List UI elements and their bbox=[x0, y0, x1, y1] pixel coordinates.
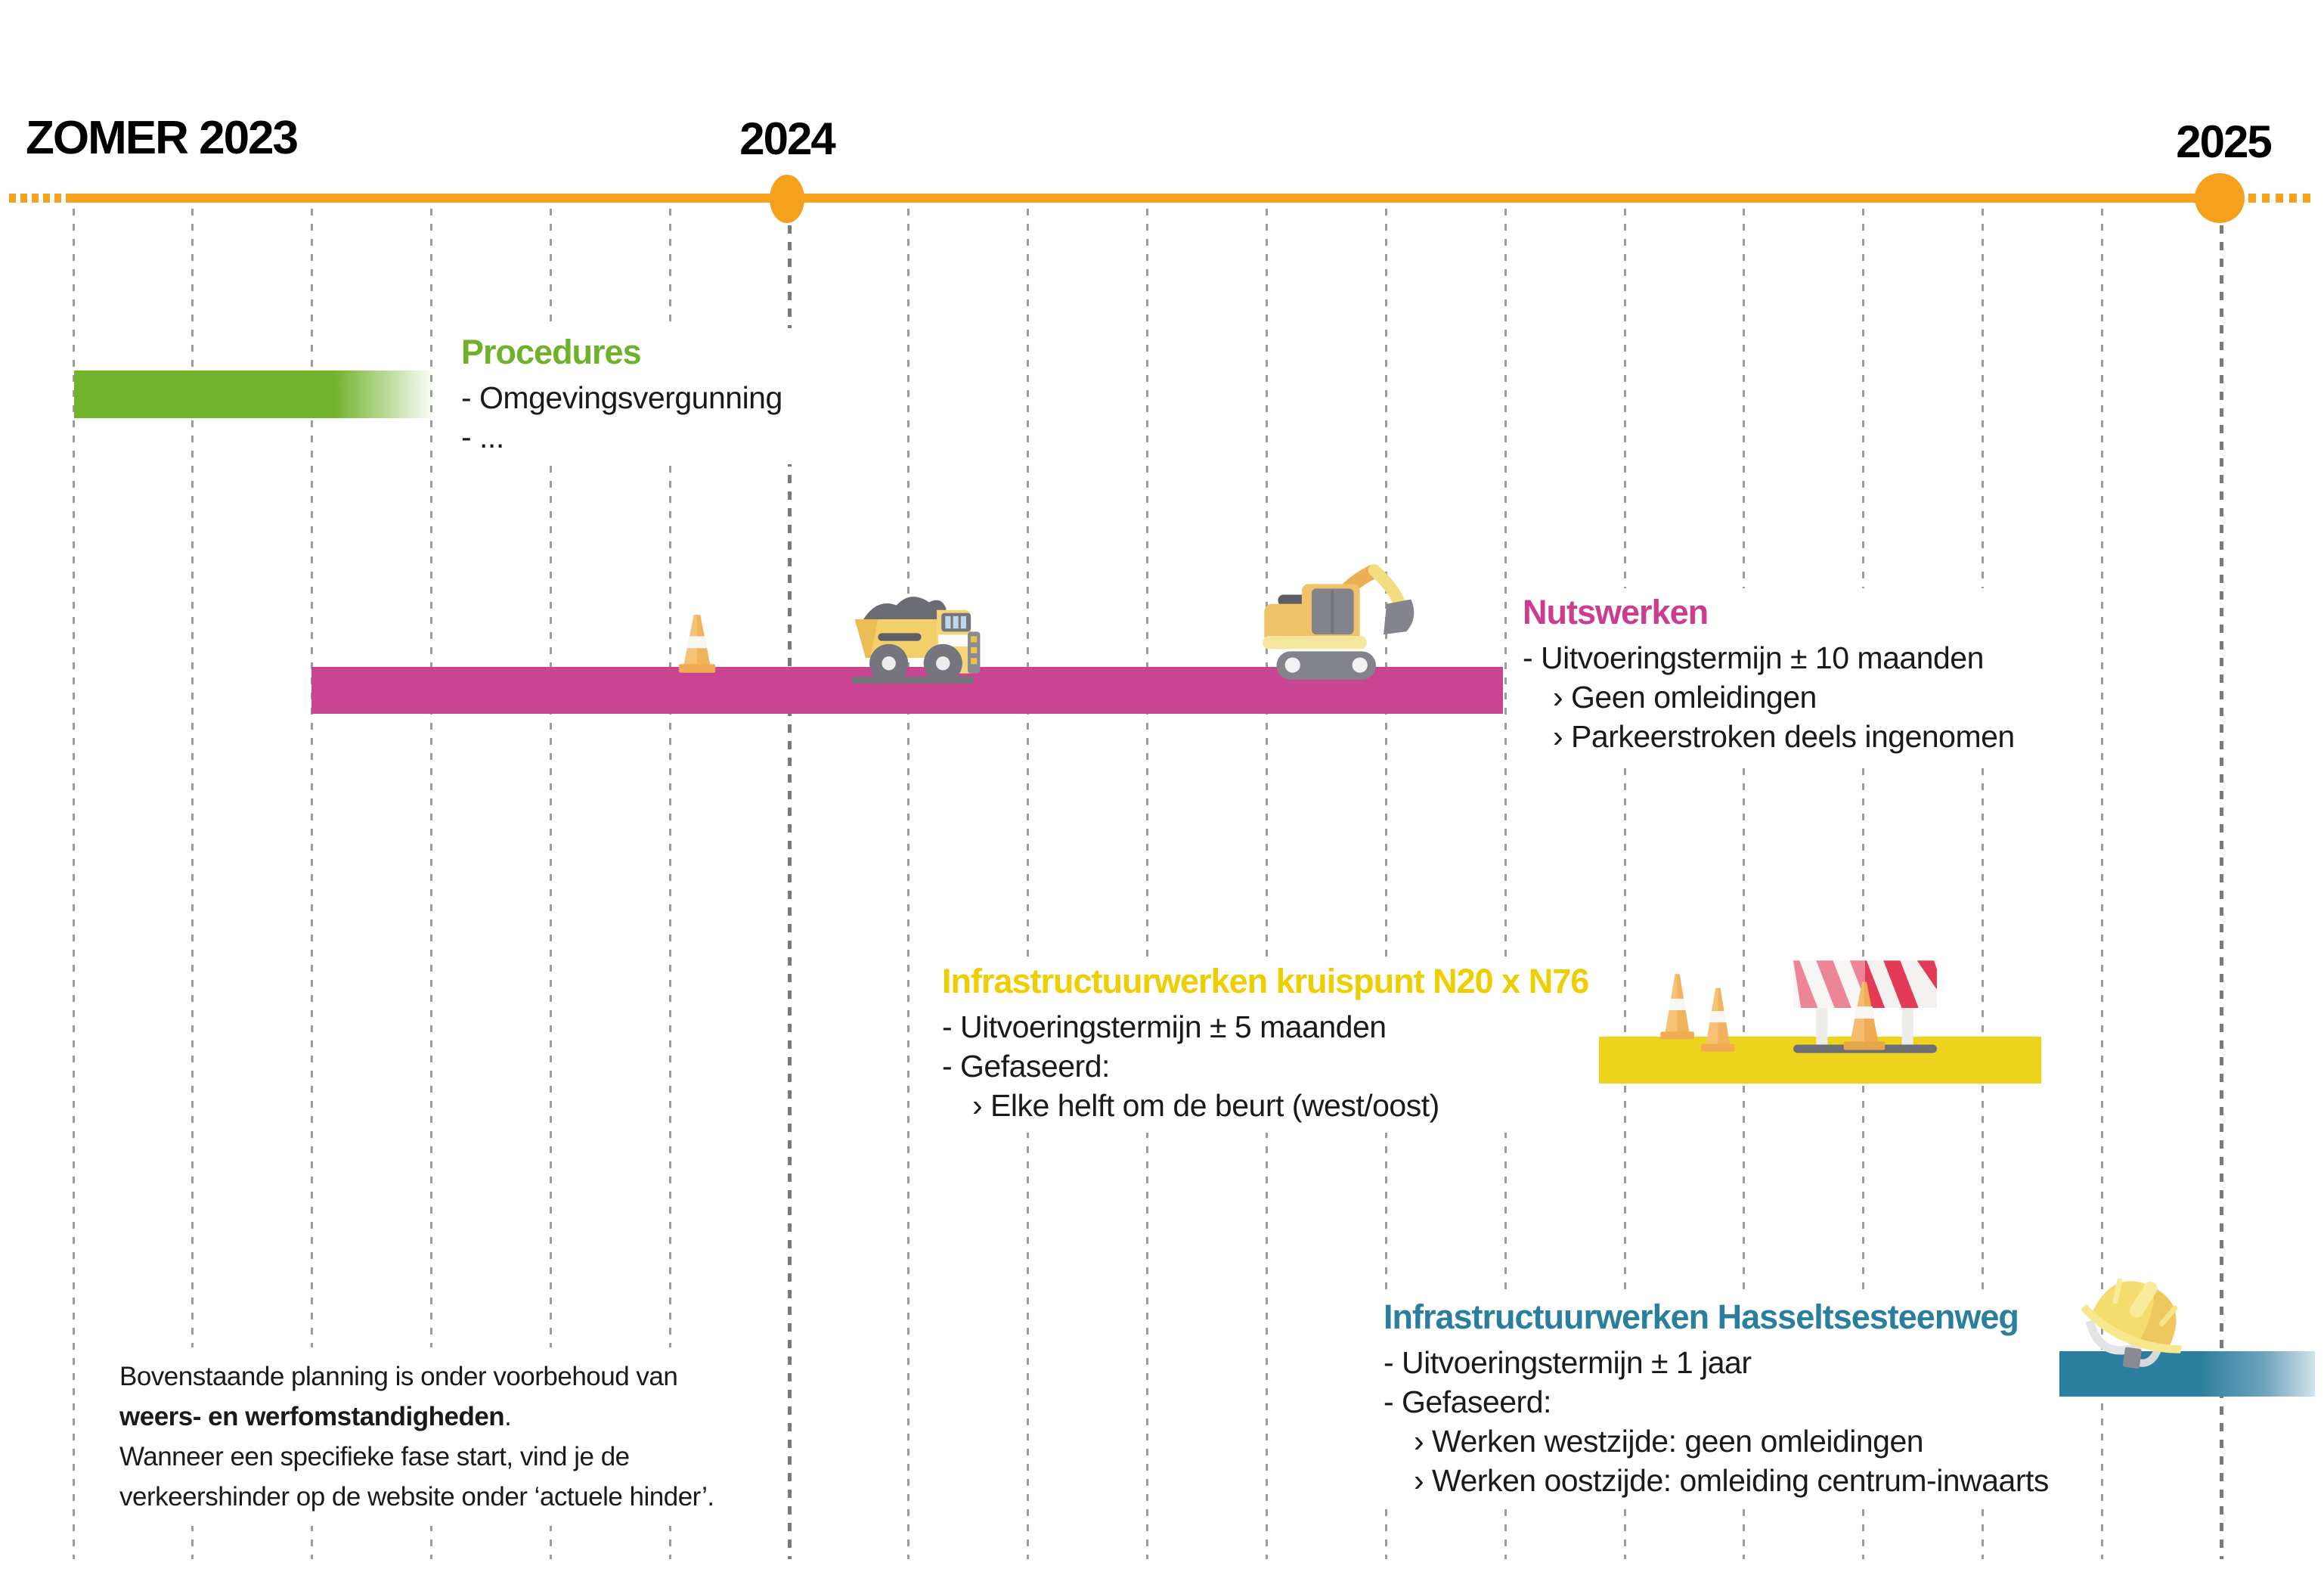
month-gridline bbox=[191, 209, 194, 1559]
footnote-text: . bbox=[504, 1402, 512, 1431]
phase-line: - Uitvoeringstermijn ± 1 jaar bbox=[1384, 1344, 1752, 1380]
month-gridline bbox=[668, 209, 671, 1559]
phase-line: › Werken oostzijde: omleiding centrum-in… bbox=[1414, 1462, 2049, 1498]
phase-line: - Uitvoeringstermijn ± 5 maanden bbox=[942, 1009, 1387, 1044]
footnote-line: weers- en werfomstandigheden. bbox=[119, 1397, 714, 1437]
month-gridline bbox=[1862, 209, 1865, 1559]
month-gridline bbox=[72, 209, 75, 1559]
phase-label-hasseltsesteenweg: Infrastructuurwerken Hasseltsesteenweg -… bbox=[1376, 1293, 2059, 1508]
year-label-2024: 2024 bbox=[739, 113, 835, 164]
bar-hasseltsesteenweg bbox=[2041, 1351, 2315, 1397]
disclaimer-footnote: Bovenstaande planning is onder voorbehou… bbox=[106, 1347, 728, 1526]
month-gridline bbox=[430, 209, 433, 1559]
traffic-cones-icon bbox=[1645, 972, 1752, 1053]
bar-procedures bbox=[74, 371, 435, 418]
axis-dashes-left bbox=[9, 194, 68, 203]
phase-line: - Gefaseerd: bbox=[942, 1048, 1110, 1084]
hard-hat-icon bbox=[2073, 1270, 2195, 1378]
dump-truck-icon bbox=[845, 587, 989, 687]
month-gridline bbox=[311, 209, 314, 1559]
month-gridline bbox=[1146, 209, 1149, 1559]
timeline-axis bbox=[67, 194, 2220, 203]
excavator-icon bbox=[1260, 560, 1432, 693]
phase-title: Infrastructuurwerken Hasseltsesteenweg bbox=[1384, 1298, 2019, 1336]
month-gridline bbox=[907, 209, 910, 1559]
month-gridline bbox=[1027, 209, 1030, 1559]
footnote-line: Bovenstaande planning is onder voorbehou… bbox=[119, 1362, 678, 1391]
month-gridline bbox=[1384, 209, 1387, 1559]
month-gridline bbox=[1743, 209, 1746, 1559]
phase-line: - Gefaseerd: bbox=[1384, 1384, 1551, 1419]
phase-label-kruispunt-n20-n76: Infrastructuurwerken kruispunt N20 x N76… bbox=[934, 957, 1600, 1133]
phase-line: › Werken westzijde: geen omleidingen bbox=[1414, 1423, 1924, 1459]
phase-line: - ... bbox=[461, 419, 504, 454]
phase-line: - Uitvoeringstermijn ± 10 maanden bbox=[1523, 640, 1984, 675]
phase-title: Nutswerken bbox=[1523, 593, 1709, 631]
year-label-zomer-2023: ZOMER 2023 bbox=[26, 112, 299, 164]
footnote-line: Wanneer een specifieke fase start, vind … bbox=[119, 1442, 630, 1471]
phase-line: › Geen omleidingen bbox=[1553, 679, 1817, 715]
month-gridline bbox=[2100, 209, 2103, 1559]
phase-line: - Omgevingsvergunning bbox=[461, 380, 782, 415]
phase-label-nutswerken: Nutswerken - Uitvoeringstermijn ± 10 maa… bbox=[1515, 588, 2025, 764]
footnote-line: verkeershinder op de website onder ‘actu… bbox=[119, 1482, 714, 1512]
month-gridline bbox=[1982, 209, 1985, 1559]
year-gridline bbox=[2219, 209, 2223, 1559]
month-gridline bbox=[549, 209, 552, 1559]
phase-line: › Elke helft om de beurt (west/oost) bbox=[972, 1087, 1439, 1123]
phase-title: Infrastructuurwerken kruispunt N20 x N76 bbox=[942, 962, 1589, 1000]
phase-line: › Parkeerstroken deels ingenomen bbox=[1553, 718, 2015, 754]
phase-label-procedures: Procedures - Omgevingsvergunning - ... bbox=[454, 328, 793, 464]
phase-title: Procedures bbox=[461, 333, 642, 371]
roadblock-barrier-icon bbox=[1789, 959, 1941, 1060]
timeline-marker-2024 bbox=[770, 175, 804, 223]
month-gridline bbox=[1266, 209, 1268, 1559]
year-label-2025: 2025 bbox=[2176, 116, 2272, 167]
year-gridline bbox=[787, 209, 792, 1559]
timeline-marker-2025 bbox=[2195, 173, 2245, 223]
month-gridline bbox=[1504, 209, 1507, 1559]
axis-dashes-right bbox=[2248, 194, 2313, 203]
traffic-cone-icon bbox=[673, 612, 721, 676]
footnote-bold-text: weers- en werfomstandigheden bbox=[119, 1402, 505, 1431]
month-gridline bbox=[1623, 209, 1626, 1559]
